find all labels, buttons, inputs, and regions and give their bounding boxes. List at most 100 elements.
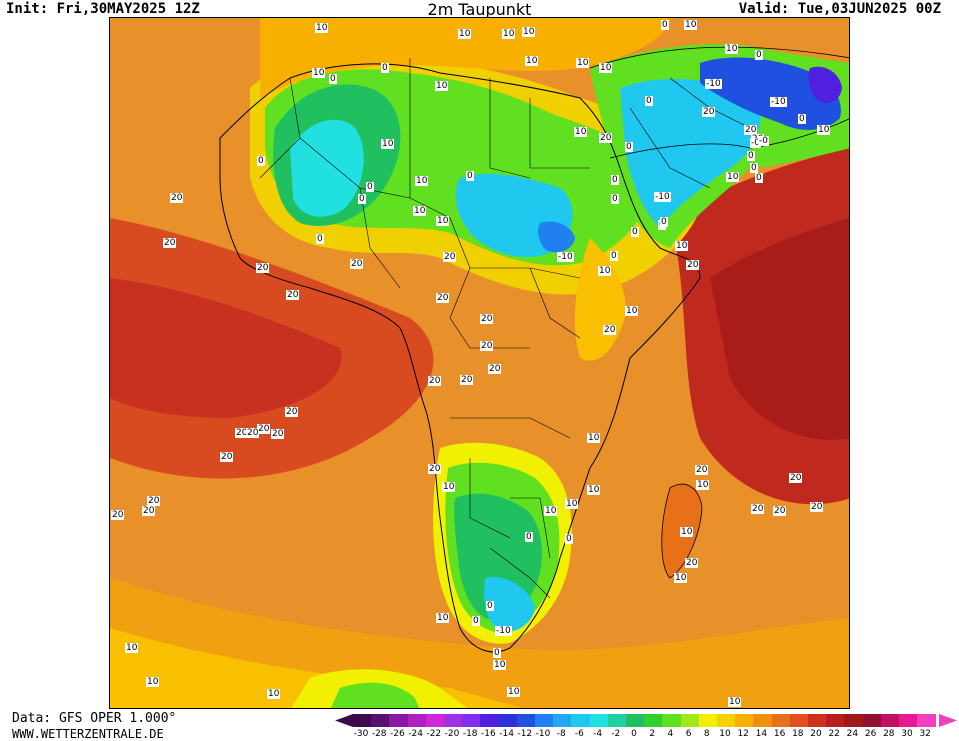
contour-label: -10 bbox=[495, 626, 512, 636]
contour-label: 10 bbox=[315, 23, 329, 33]
legend-swatch bbox=[680, 714, 700, 727]
contour-label: 20 bbox=[685, 558, 699, 568]
contour-label: 0 bbox=[631, 227, 639, 237]
dewpoint-map: 10 10 10 10 0 10 10 0 0 10 10 10 10 10 0 -10 0 10 0 10 20 0 20… bbox=[109, 17, 850, 709]
contour-label: 10 bbox=[725, 44, 739, 54]
legend-swatch bbox=[626, 714, 645, 727]
legend-swatch bbox=[880, 714, 900, 727]
legend-tick: 18 bbox=[792, 729, 804, 739]
contour-label: 10 bbox=[493, 660, 507, 670]
contour-label: -0 bbox=[758, 136, 769, 146]
legend-tick: 26 bbox=[864, 729, 877, 739]
contour-label: 10 bbox=[458, 29, 472, 39]
contour-label: 20 bbox=[220, 452, 234, 462]
legend-tick: -30 bbox=[353, 729, 369, 739]
legend-swatch bbox=[917, 714, 936, 727]
contour-label: 0 bbox=[747, 151, 755, 161]
contour-label: 10 bbox=[565, 499, 579, 509]
legend-tick: 24 bbox=[846, 729, 859, 739]
legend-swatch bbox=[789, 714, 809, 727]
legend-tick: -6 bbox=[574, 729, 584, 739]
contour-label: 20 bbox=[599, 133, 613, 143]
contour-label: 20 bbox=[460, 375, 474, 385]
contour-label: 20 bbox=[810, 502, 824, 512]
legend-swatch bbox=[516, 714, 536, 727]
contour-label: 10 bbox=[413, 206, 427, 216]
legend-swatch bbox=[353, 714, 372, 727]
legend-swatch bbox=[535, 714, 554, 727]
contour-label: 10 bbox=[522, 27, 536, 37]
contour-label: 0 bbox=[750, 163, 758, 173]
contour-label: 10 bbox=[587, 433, 601, 443]
contour-label: 10 bbox=[587, 485, 601, 495]
legend-tick: -12 bbox=[517, 729, 533, 739]
contour-label: 20 bbox=[480, 314, 494, 324]
contour-label: 20 bbox=[773, 506, 787, 516]
contour-label: 20 bbox=[744, 125, 758, 135]
contour-label: -10 bbox=[654, 192, 671, 202]
color-legend: -30 -28 -26 -24 -22 -20 -18 -16 -14 -12 -10 -8 -6 -4-… bbox=[335, 712, 957, 740]
contour-label: 10 bbox=[415, 176, 429, 186]
legend-tick: -22 bbox=[426, 729, 442, 739]
contour-label: 0 bbox=[798, 114, 806, 124]
contour-label: 0 bbox=[755, 50, 763, 60]
contour-label: 10 bbox=[599, 63, 613, 73]
init-time: Init: Fri,30MAY2025 12Z bbox=[6, 1, 200, 17]
contour-label: 0 bbox=[381, 63, 389, 73]
contour-label: -10 bbox=[557, 252, 574, 262]
legend-swatch bbox=[698, 714, 718, 727]
contour-label: 0 bbox=[755, 173, 763, 183]
contour-label: 0 bbox=[257, 156, 265, 166]
contour-label: 0 bbox=[493, 648, 501, 658]
legend-tick: 20 bbox=[810, 729, 822, 739]
contour-label: 10 bbox=[525, 56, 539, 66]
legend-swatch bbox=[407, 714, 427, 727]
legend-tick: 28 bbox=[883, 729, 895, 739]
valid-time: Valid: Tue,03JUN2025 00Z bbox=[738, 1, 941, 17]
legend-tick: -10 bbox=[535, 729, 551, 739]
contour-label: 10 bbox=[726, 172, 740, 182]
contour-label: 20 bbox=[285, 407, 299, 417]
contour-label: 20 bbox=[286, 290, 300, 300]
legend-swatch bbox=[553, 714, 572, 727]
contour-label: 20 bbox=[751, 504, 765, 514]
contour-label: 10 bbox=[544, 506, 558, 516]
legend-tick: 32 bbox=[919, 729, 931, 739]
contour-label: 20 bbox=[603, 325, 617, 335]
legend-tick: -14 bbox=[499, 729, 514, 739]
legend-tick: 8 bbox=[703, 729, 710, 739]
contour-label: 20 bbox=[350, 259, 364, 269]
contour-label: 10 bbox=[436, 216, 450, 226]
legend-swatch bbox=[425, 714, 445, 727]
legend-tick: 6 bbox=[685, 729, 692, 739]
legend-tick: 16 bbox=[773, 729, 786, 739]
contour-label: -10 bbox=[705, 79, 722, 89]
contour-label: 10 bbox=[817, 125, 831, 135]
contour-label: 20 bbox=[170, 193, 184, 203]
legend-tick: 22 bbox=[828, 729, 840, 739]
contour-label: 20 bbox=[480, 341, 494, 351]
contour-label: 10 bbox=[574, 127, 588, 137]
contour-label: 0 bbox=[486, 601, 494, 611]
legend-swatch bbox=[480, 714, 500, 727]
legend-swatch bbox=[899, 714, 918, 727]
website: WWW.WETTERZENTRALE.DE bbox=[12, 727, 164, 741]
legend-arrows bbox=[335, 714, 957, 727]
contour-label: 10 bbox=[435, 81, 449, 91]
legend-swatch bbox=[662, 714, 682, 727]
legend-swatch bbox=[771, 714, 791, 727]
contour-label: 10 bbox=[507, 687, 521, 697]
contour-label: 20 bbox=[428, 464, 442, 474]
contour-label: 0 bbox=[611, 194, 619, 204]
data-source: Data: GFS OPER 1.000° bbox=[12, 711, 177, 726]
legend-tick: -16 bbox=[481, 729, 496, 739]
legend-tick: -18 bbox=[462, 729, 478, 739]
contour-label: 10 bbox=[696, 480, 710, 490]
legend-swatch bbox=[444, 714, 463, 727]
legend-tick: 4 bbox=[667, 729, 674, 739]
legend-tick: -28 bbox=[371, 729, 387, 739]
map-fields bbox=[110, 18, 849, 708]
contour-label: 10 bbox=[684, 20, 698, 30]
legend-swatch bbox=[826, 714, 845, 727]
contour-label: 20 bbox=[142, 506, 156, 516]
